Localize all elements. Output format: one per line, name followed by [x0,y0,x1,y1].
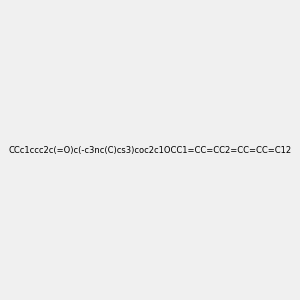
Text: CCc1ccc2c(=O)c(-c3nc(C)cs3)coc2c1OCC1=CC=CC2=CC=CC=C12: CCc1ccc2c(=O)c(-c3nc(C)cs3)coc2c1OCC1=CC… [8,146,292,154]
